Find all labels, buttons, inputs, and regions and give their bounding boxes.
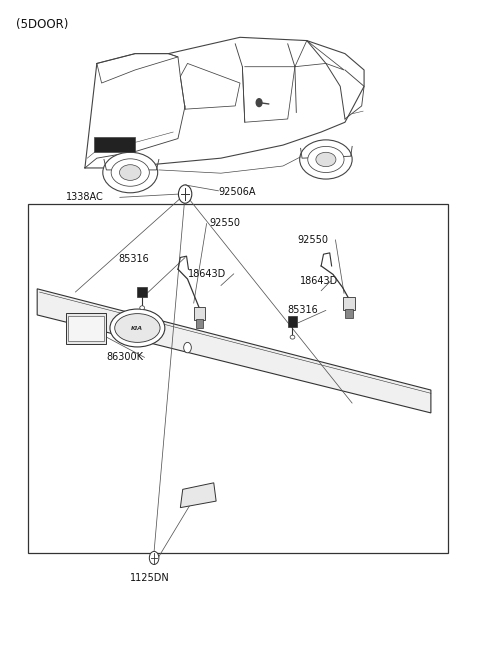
Bar (66, 313, 107, 344)
Ellipse shape (290, 335, 295, 339)
Bar (28, 204, 447, 554)
Bar (343, 297, 355, 310)
Circle shape (179, 185, 192, 203)
Bar (68, 316, 104, 341)
Text: 18643D: 18643D (300, 276, 338, 286)
Text: 1338AC: 1338AC (66, 192, 104, 202)
Ellipse shape (110, 309, 165, 347)
Text: 85316: 85316 (288, 305, 318, 316)
Text: 92550: 92550 (297, 235, 328, 245)
Text: 92506A: 92506A (218, 187, 256, 197)
Text: 85316: 85316 (118, 255, 149, 264)
Text: 92550: 92550 (209, 218, 240, 228)
Text: KIA: KIA (132, 325, 144, 331)
Ellipse shape (115, 314, 160, 342)
Text: (5DOOR): (5DOOR) (16, 18, 68, 31)
Circle shape (149, 552, 159, 564)
Ellipse shape (140, 306, 144, 310)
Circle shape (184, 342, 192, 353)
Polygon shape (180, 483, 216, 508)
Text: 18643D: 18643D (188, 269, 226, 279)
Ellipse shape (120, 165, 141, 180)
Bar (95, 137, 135, 152)
Polygon shape (37, 289, 431, 413)
Bar (345, 309, 353, 318)
Text: 86300K: 86300K (107, 352, 144, 362)
Text: 1125DN: 1125DN (130, 573, 170, 583)
Bar (288, 316, 297, 327)
Ellipse shape (111, 159, 149, 186)
Bar (194, 307, 205, 320)
Bar (137, 287, 147, 297)
Ellipse shape (316, 152, 336, 167)
Bar (196, 319, 203, 328)
Ellipse shape (300, 140, 352, 179)
Circle shape (256, 98, 262, 106)
Ellipse shape (308, 146, 344, 173)
Ellipse shape (103, 152, 157, 193)
